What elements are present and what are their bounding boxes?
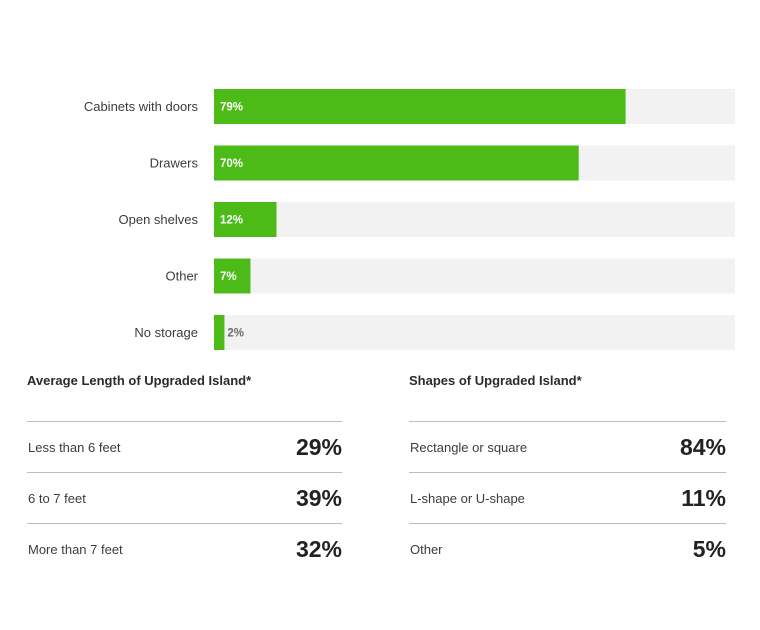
data-label: 7% <box>220 271 237 283</box>
data-label: 12% <box>220 215 243 227</box>
category-label: Open shelves <box>119 212 199 227</box>
stat-label: Less than 6 feet <box>28 439 121 455</box>
bar <box>214 89 626 124</box>
category-label: Other <box>165 269 198 284</box>
category-label: Cabinets with doors <box>84 99 199 114</box>
stat-label: Rectangle or square <box>410 439 528 455</box>
stat-list: Less than 6 feet 29% 6 to 7 feet 39% Mor… <box>27 421 342 574</box>
island-shape-panel: Shapes of Upgraded Island* Rectangle or … <box>409 372 726 574</box>
bar <box>214 315 225 350</box>
bar <box>214 202 277 237</box>
stat-label: 6 to 7 feet <box>28 490 86 506</box>
panel-title: Shapes of Upgraded Island* <box>409 373 582 388</box>
stat-label: More than 7 feet <box>28 541 123 557</box>
panel-title: Average Length of Upgraded Island* <box>27 373 252 388</box>
stat-row: Rectangle or square 84% <box>409 422 726 473</box>
stat-value: 84% <box>679 433 726 460</box>
stat-label: L-shape or U-shape <box>410 490 525 506</box>
stat-value: 11% <box>681 484 726 511</box>
stat-row: More than 7 feet 32% <box>27 524 342 574</box>
stat-value: 29% <box>295 433 342 460</box>
category-label: No storage <box>134 325 198 340</box>
bar <box>214 258 251 294</box>
data-label: 70% <box>220 158 243 170</box>
island-length-panel: Average Length of Upgraded Island* Less … <box>27 372 342 574</box>
category-label: Drawers <box>150 156 199 171</box>
bar-track <box>214 315 735 350</box>
stat-row: Less than 6 feet 29% <box>27 422 342 473</box>
stat-row: L-shape or U-shape 11% <box>409 473 726 524</box>
bar <box>214 145 579 181</box>
stat-list: Rectangle or square 84% L-shape or U-sha… <box>409 421 726 574</box>
stat-value: 39% <box>295 484 342 511</box>
data-label: 2% <box>227 328 244 340</box>
stat-value: 5% <box>692 535 726 562</box>
stat-value: 32% <box>295 535 342 562</box>
bar-track <box>214 258 735 294</box>
stat-label: Other <box>410 541 443 557</box>
data-label: 79% <box>220 102 243 114</box>
bar-track <box>214 202 735 237</box>
stat-row: 6 to 7 feet 39% <box>27 473 342 524</box>
storage-bar-chart: Cabinets with doors 79% Drawers 70% Open she… <box>84 89 735 350</box>
stat-row: Other 5% <box>409 524 726 574</box>
